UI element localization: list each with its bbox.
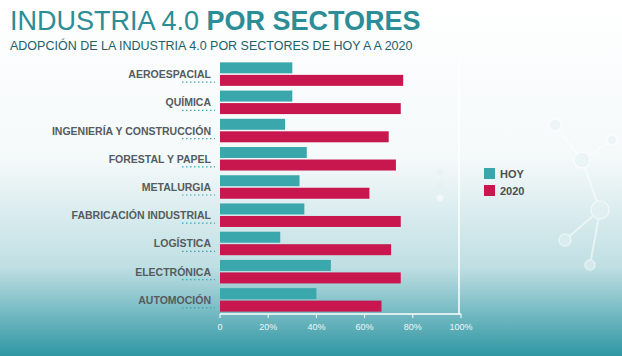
category-rule xyxy=(182,166,215,167)
category-rule xyxy=(182,194,215,195)
category-label: FABRICACIÓN INDUSTRIAL xyxy=(72,209,212,221)
x-tick-label: 0 xyxy=(217,322,222,332)
bar xyxy=(220,75,403,86)
category-label: AUTOMOCIÓN xyxy=(138,294,211,306)
bar xyxy=(220,203,304,214)
bar xyxy=(220,301,381,312)
legend-label: 2020 xyxy=(500,185,524,197)
title-part: POR SECTORES xyxy=(207,6,421,36)
bar xyxy=(220,216,401,227)
chart-svg: INDUSTRIA 4.0 POR SECTORES ADOPCIÓN DE LA… xyxy=(0,0,622,356)
decoration-node xyxy=(591,201,609,219)
x-tick-label: 60% xyxy=(356,322,374,332)
bar xyxy=(220,91,292,102)
bar xyxy=(220,160,396,171)
category-label: INGENIERÍA Y CONSTRUCCIÓN xyxy=(52,125,211,137)
decoration-node xyxy=(559,234,571,246)
bar xyxy=(220,232,280,243)
bar xyxy=(220,119,285,130)
x-tick-label: 100% xyxy=(449,322,472,332)
decoration-dot xyxy=(437,195,444,202)
legend: HOY 2020 xyxy=(484,168,525,197)
bar xyxy=(220,62,292,73)
category-rule xyxy=(182,307,215,308)
bar xyxy=(220,175,300,186)
x-tick xyxy=(268,314,269,318)
legend-swatch xyxy=(484,168,495,179)
category-rule xyxy=(182,223,215,224)
decoration xyxy=(437,119,618,270)
decoration-node xyxy=(607,135,617,145)
bar xyxy=(220,244,391,255)
decoration-node xyxy=(585,260,595,270)
category-rule xyxy=(182,251,215,252)
bar xyxy=(220,147,307,158)
category-rule xyxy=(182,279,215,280)
bar xyxy=(220,188,369,199)
category-label: QUÍMICA xyxy=(166,96,212,108)
bar xyxy=(220,103,401,114)
decoration-node xyxy=(549,119,561,131)
category-label: METALURGIA xyxy=(142,181,212,193)
decoration-node xyxy=(574,152,590,168)
bar xyxy=(220,272,401,283)
decoration-dot xyxy=(437,169,444,176)
x-tick xyxy=(316,314,317,318)
title-part: INDUSTRIA 4.0 xyxy=(10,6,207,36)
bar xyxy=(220,288,316,299)
plot-frame-right xyxy=(458,60,460,314)
category-label: LOGÍSTICA xyxy=(154,237,212,249)
x-tick xyxy=(220,314,221,318)
bars xyxy=(220,62,403,311)
category-label: AEROESPACIAL xyxy=(128,68,211,80)
background xyxy=(0,0,622,356)
category-label: FORESTAL Y PAPEL xyxy=(109,153,212,165)
x-axis-line xyxy=(220,313,461,315)
category-rule xyxy=(182,110,215,111)
bar xyxy=(220,260,331,271)
category-rule xyxy=(182,82,215,83)
x-tick xyxy=(364,314,365,318)
legend-label: HOY xyxy=(500,168,525,180)
x-tick-label: 80% xyxy=(404,322,422,332)
title: INDUSTRIA 4.0 POR SECTORES xyxy=(10,6,421,36)
x-tick-label: 40% xyxy=(307,322,325,332)
x-tick xyxy=(461,314,462,318)
chart-root: INDUSTRIA 4.0 POR SECTORES ADOPCIÓN DE LA… xyxy=(0,0,622,356)
category-rule xyxy=(182,138,215,139)
decoration-dot xyxy=(437,182,444,189)
x-tick xyxy=(412,314,413,318)
bar xyxy=(220,131,389,142)
subtitle: ADOPCIÓN DE LA INDUSTRIA 4.0 POR SECTORE… xyxy=(10,38,413,53)
legend-swatch xyxy=(484,185,495,196)
category-label: ELECTRÓNICA xyxy=(135,266,211,278)
x-tick-label: 20% xyxy=(259,322,277,332)
